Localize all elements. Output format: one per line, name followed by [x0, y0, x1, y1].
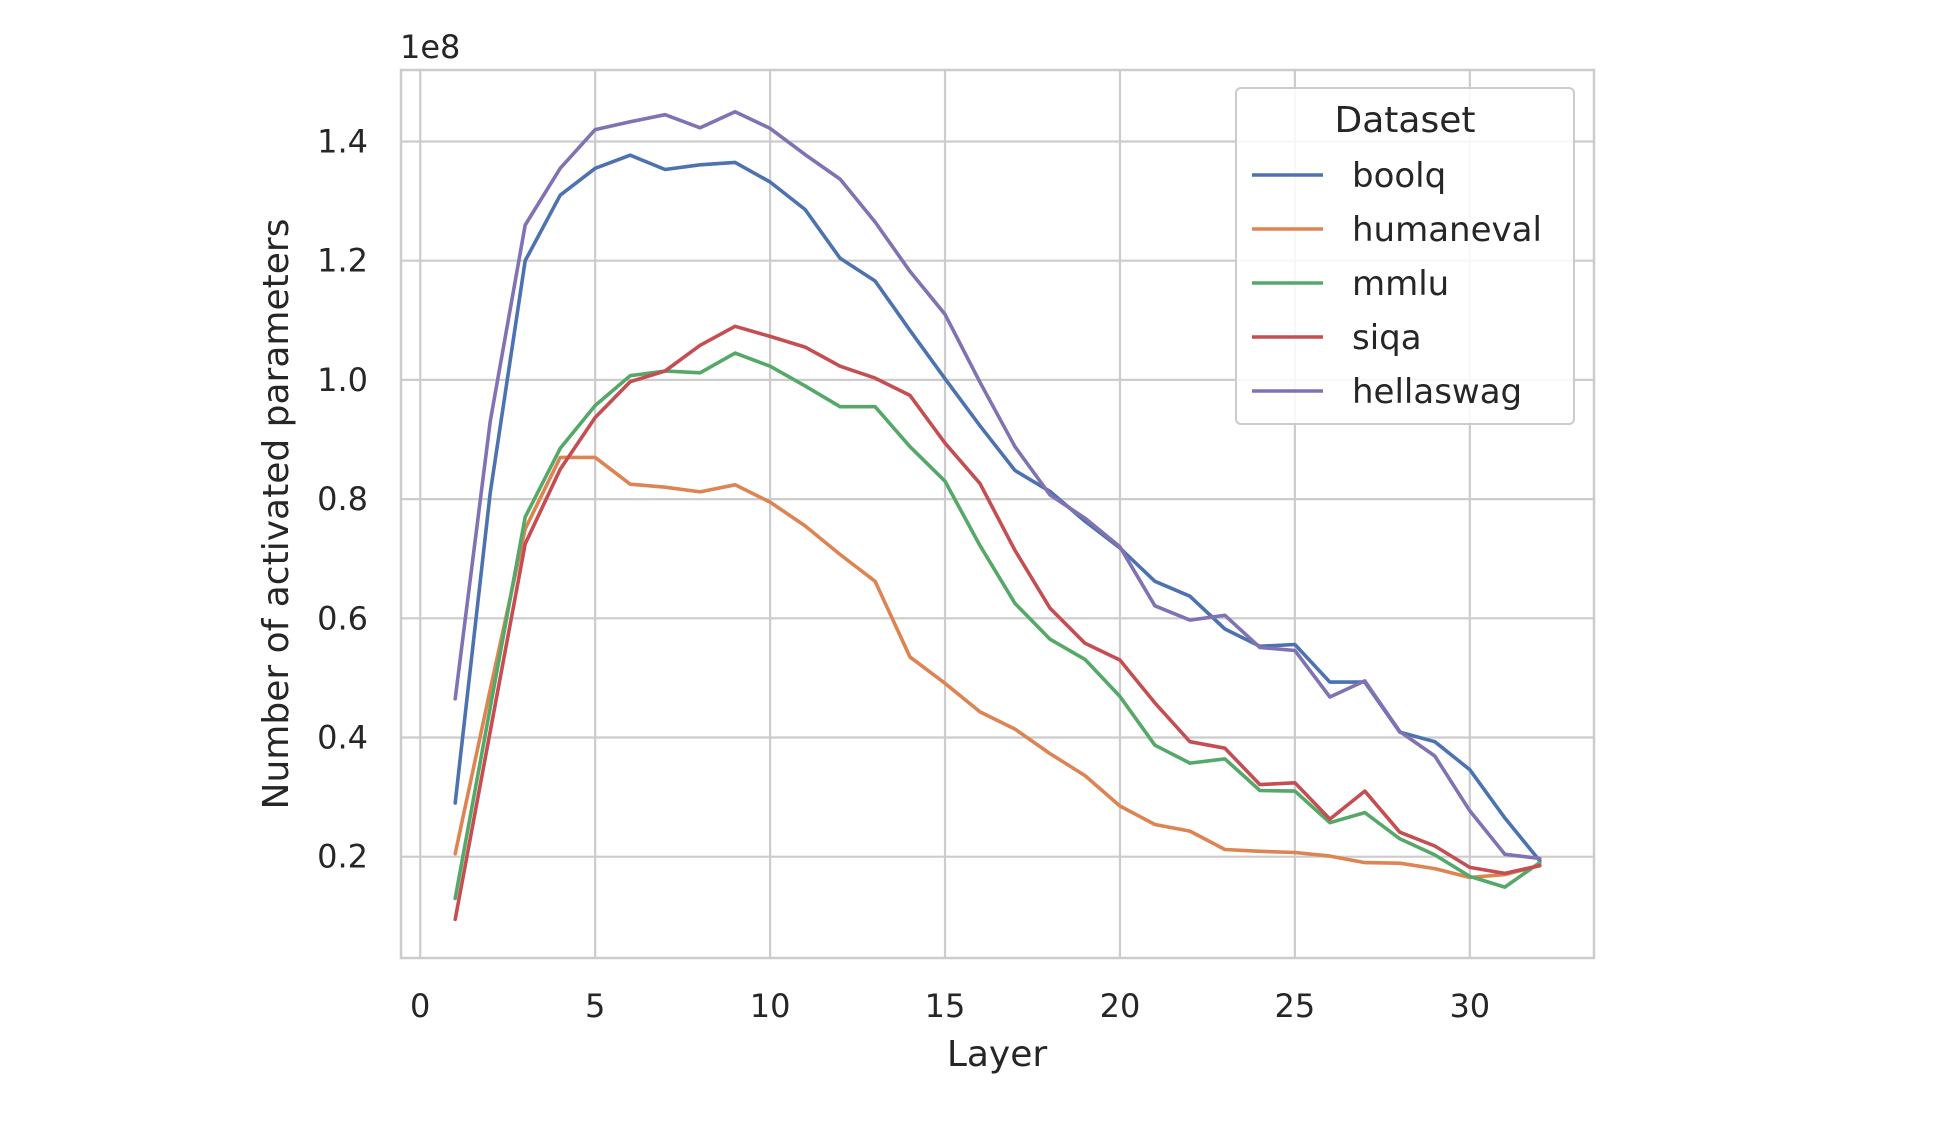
legend-label-boolq: boolq: [1352, 156, 1446, 196]
series-line-hellaswag: [453, 109, 1542, 861]
x-tick-label: 10: [750, 987, 791, 1025]
x-axis-label: Layer: [947, 1034, 1048, 1075]
x-tick-label: 0: [410, 987, 430, 1025]
series-line-mmlu: [453, 351, 1542, 901]
y-tick-label: 0.8: [317, 480, 368, 518]
x-tick-label: 25: [1275, 987, 1316, 1025]
y-tick-label: 1.0: [317, 361, 368, 399]
y-axis-ticks: 0.2 0.4 0.6 0.8 1.0 1.2 1.4: [317, 123, 368, 876]
y-tick-label: 0.4: [317, 718, 368, 756]
y-tick-label: 1.2: [317, 242, 368, 280]
legend-title: Dataset: [1335, 100, 1476, 141]
x-tick-label: 15: [925, 987, 966, 1025]
legend-label-siqa: siqa: [1352, 318, 1422, 358]
legend-box: [1235, 87, 1575, 425]
x-axis-ticks: 0 5 10 15 20 25 30: [410, 987, 1490, 1025]
series-line-siqa: [453, 324, 1542, 922]
y-tick-label: 0.6: [317, 599, 368, 637]
legend: Dataset boolq humaneval mmlu siqa hellaswag: [1235, 87, 1575, 425]
x-tick-label: 30: [1449, 987, 1490, 1025]
y-axis-label: Number of activated parameters: [256, 219, 297, 810]
grid: [401, 70, 1594, 958]
y-tick-label: 0.2: [317, 838, 368, 876]
x-tick-label: 5: [585, 987, 605, 1025]
legend-items: boolq humaneval mmlu siqa hellaswag: [1252, 156, 1542, 412]
x-tick-label: 20: [1100, 987, 1141, 1025]
legend-label-hellaswag: hellaswag: [1352, 372, 1522, 412]
series-line-humaneval: [453, 455, 1542, 880]
legend-label-mmlu: mmlu: [1352, 264, 1449, 304]
series-lines: [453, 109, 1542, 922]
plot-frame: [399, 68, 1596, 960]
legend-label-humaneval: humaneval: [1352, 210, 1542, 250]
y-offset-label: 1e8: [400, 28, 460, 66]
y-tick-label: 1.4: [317, 123, 368, 161]
